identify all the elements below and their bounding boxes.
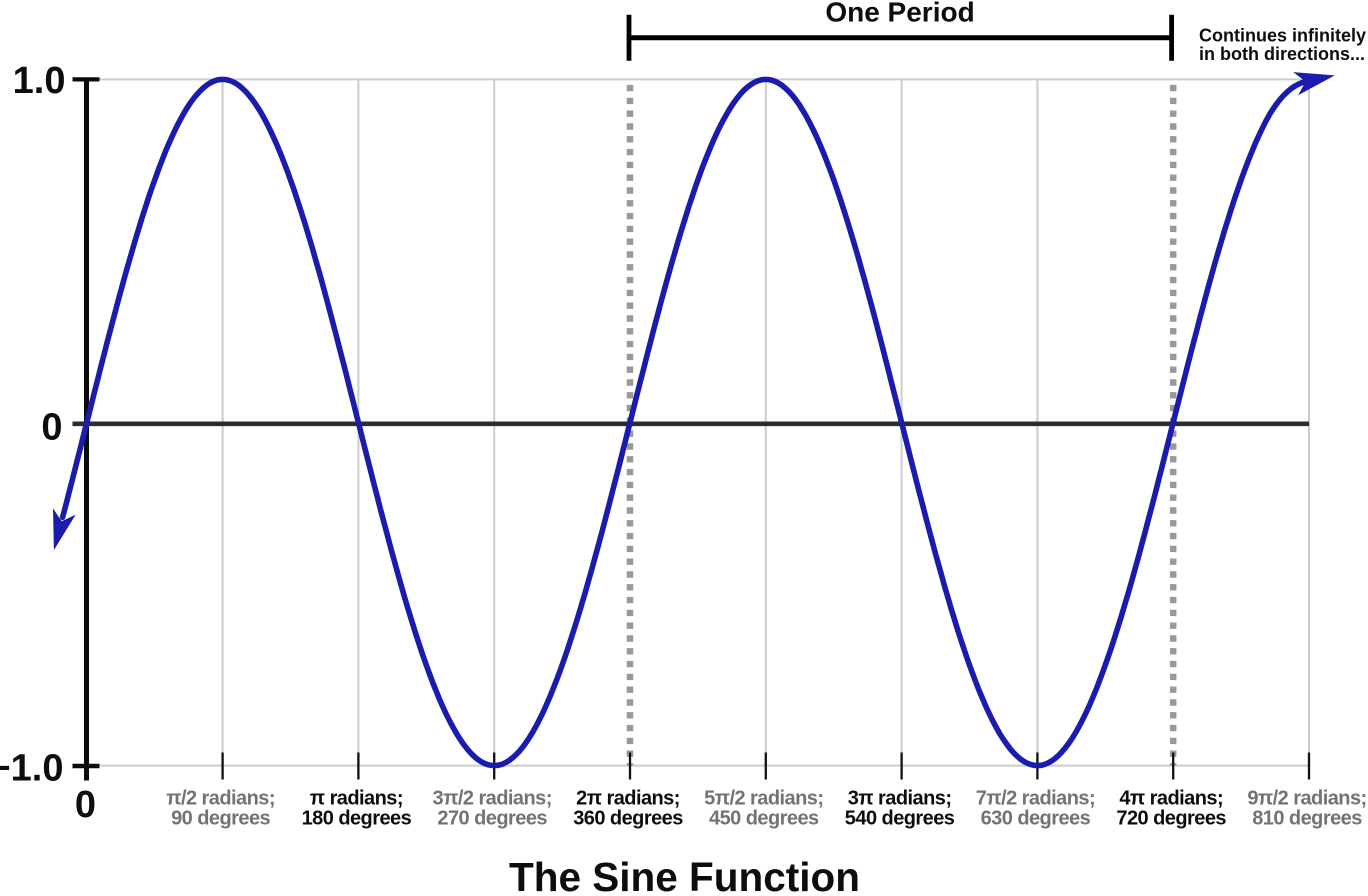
svg-text:3π radians;: 3π radians; [848,788,952,810]
svg-text:−1.0: −1.0 [0,747,64,789]
svg-text:2π radians;: 2π radians; [576,788,680,810]
svg-text:180 degrees: 180 degrees [302,808,412,830]
svg-text:π radians;: π radians; [310,788,403,810]
svg-text:630 degrees: 630 degrees [981,808,1091,830]
svg-text:0: 0 [41,407,62,449]
svg-text:7π/2 radians;: 7π/2 radians; [976,788,1095,810]
svg-text:4π radians;: 4π radians; [1119,788,1223,810]
svg-text:π/2 radians;: π/2 radians; [166,788,275,810]
svg-text:3π/2 radians;: 3π/2 radians; [433,788,552,810]
svg-text:The Sine Function: The Sine Function [509,854,860,896]
svg-text:810 degrees: 810 degrees [1252,808,1362,830]
svg-text:0: 0 [75,784,96,826]
svg-text:5π/2 radians;: 5π/2 radians; [704,788,823,810]
svg-text:90 degrees: 90 degrees [171,808,270,830]
svg-text:450 degrees: 450 degrees [709,808,819,830]
svg-text:in both directions...: in both directions... [1199,44,1365,64]
svg-text:720 degrees: 720 degrees [1116,808,1226,830]
svg-text:9π/2 radians;: 9π/2 radians; [1247,788,1366,810]
svg-text:1.0: 1.0 [13,60,66,102]
svg-text:540 degrees: 540 degrees [845,808,955,830]
svg-text:360 degrees: 360 degrees [573,808,683,830]
svg-text:Continues infinitely: Continues infinitely [1199,25,1366,45]
svg-text:One Period: One Period [825,0,974,28]
svg-text:270 degrees: 270 degrees [437,808,547,830]
